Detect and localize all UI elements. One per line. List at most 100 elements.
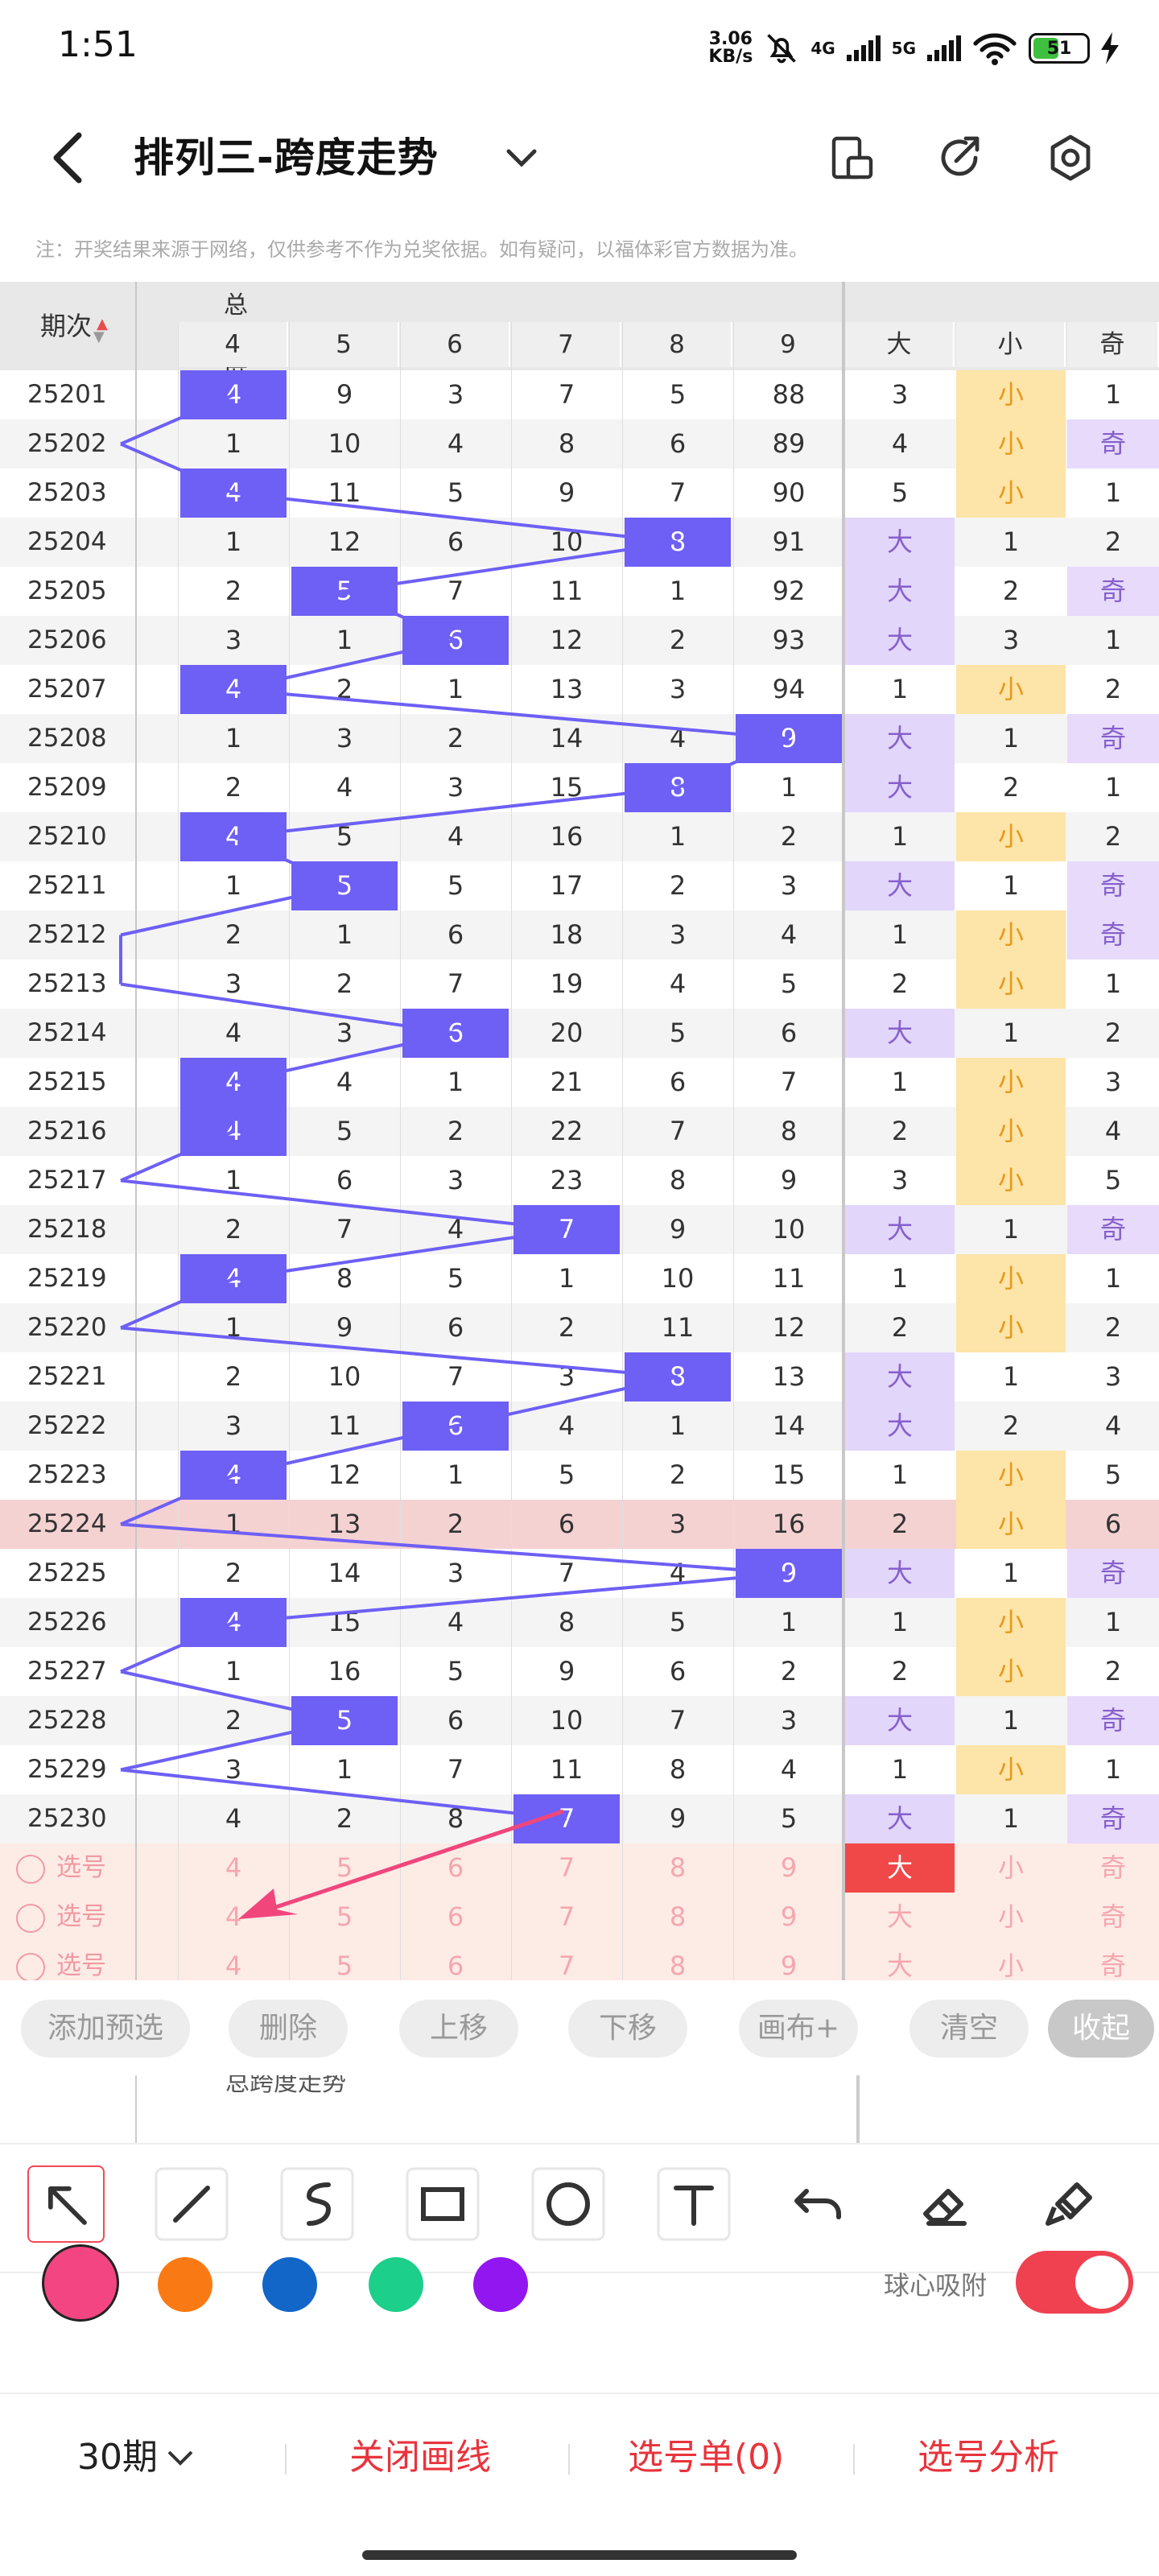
select-label[interactable]: 选号 [0,1843,135,1893]
select-cell[interactable]: 6 [447,1901,464,1932]
delete-button[interactable]: 删除 [229,2000,348,2058]
big-cell: 1 [891,1607,909,1637]
ticket-button[interactable]: 选号单(0) [628,2437,785,2478]
chevron-down-icon[interactable] [504,142,539,174]
select-cell[interactable]: 8 [669,1951,687,1980]
select-cell[interactable]: 9 [780,1901,798,1932]
color-swatch-pink[interactable] [42,2244,119,2322]
span-cell: 12 [328,1459,361,1490]
canvas-plus-button[interactable]: 画布+ [739,2000,858,2058]
trend-line [120,884,345,937]
select-odd[interactable]: 奇 [1099,1951,1126,1980]
span-cell: 7 [669,1116,687,1146]
big-cell: 1 [891,1263,909,1294]
table-row [0,861,1159,910]
text-tool[interactable] [655,2165,732,2243]
page-title[interactable]: 排列三-跨度走势 [134,134,439,181]
radio-circle-icon[interactable] [16,1952,45,1980]
move-down-button[interactable]: 下移 [568,2000,687,2058]
drawn-arrow[interactable] [238,1809,564,1919]
trend-line [120,1719,345,1772]
odd-cell: 1 [1104,1263,1122,1294]
home-indicator[interactable] [362,2550,797,2560]
small-cell: 2 [1002,1410,1020,1441]
back-arrow-icon[interactable] [43,129,92,187]
span-cell: 7 [447,576,464,606]
select-cell[interactable]: 6 [447,1852,464,1883]
line-tool[interactable] [153,2165,230,2243]
move-up-button[interactable]: 上移 [399,2000,518,2058]
select-cell[interactable]: 9 [780,1951,798,1980]
snap-toggle[interactable] [1016,2251,1133,2314]
odd-cell: 2 [1104,821,1122,852]
period-cell: 25226 [0,1598,135,1647]
select-label[interactable]: 选号 [0,1893,135,1942]
period-header[interactable]: 期次 ▲▼ [0,282,135,370]
eraser-icon[interactable] [906,2165,984,2243]
span-cell: 7 [447,1361,464,1392]
odd-cell: 奇 [1067,861,1159,910]
circle-tool[interactable] [530,2165,607,2243]
select-small[interactable]: 小 [997,1901,1024,1932]
clear-button[interactable]: 清空 [909,2000,1029,2058]
orientation-icon[interactable] [826,132,877,184]
color-swatch-purple[interactable] [473,2257,528,2312]
color-swatch-blue[interactable] [262,2257,317,2312]
period-select[interactable]: 30期 [77,2429,196,2486]
span-cell: 16 [772,1509,806,1539]
big-cell: 大 [845,1352,955,1402]
select-odd[interactable]: 奇 [1099,1901,1126,1932]
select-cell[interactable]: 7 [558,1901,575,1932]
select-odd[interactable]: 奇 [1099,1852,1126,1883]
select-cell[interactable]: 7 [558,1951,575,1980]
settings-icon[interactable] [1045,132,1096,184]
big-cell: 1 [891,674,909,704]
select-cell[interactable]: 6 [447,1951,464,1980]
analysis-button[interactable]: 选号分析 [918,2437,1059,2478]
span-cell: 17 [550,870,584,901]
radio-circle-icon[interactable] [16,1854,45,1884]
select-cell[interactable]: 8 [669,1901,687,1932]
trend-line [120,1179,567,1232]
select-cell[interactable]: 4 [225,1951,242,1980]
select-big[interactable]: 大 [886,1901,913,1932]
span-cell: 4 [447,821,464,852]
select-cell[interactable]: 7 [558,1852,575,1883]
span-cell: 1 [336,1754,353,1785]
select-cell[interactable]: 5 [336,1951,353,1980]
big-cell: 大 [845,1794,955,1843]
wifi-icon [973,33,1017,65]
select-big[interactable]: 大 [845,1843,955,1893]
select-cell[interactable]: 5 [336,1901,353,1932]
curve-tool[interactable] [278,2165,356,2243]
column-header-big: 大 [845,322,955,367]
span-cell: 94 [772,674,806,704]
select-small[interactable]: 小 [997,1951,1024,1980]
add-preselect-button[interactable]: 添加预选 [21,2000,190,2058]
radio-circle-icon[interactable] [16,1903,45,1933]
share-icon[interactable] [934,132,985,184]
span-cell: 6 [780,1018,798,1048]
clear-drawing-icon[interactable] [1032,2165,1109,2243]
collapse-button[interactable]: 收起 [1048,2000,1154,2058]
span-cell: 92 [772,576,806,606]
color-swatch-orange[interactable] [158,2257,212,2312]
arrow-tool[interactable] [27,2165,105,2243]
table-row [0,714,1159,763]
undo-icon[interactable] [781,2165,858,2243]
span-cell: 2 [225,1705,242,1736]
small-cell: 1 [1002,723,1020,753]
select-label[interactable]: 选号 [0,1942,135,1980]
span-cell: 3 [447,1165,464,1195]
select-big[interactable]: 大 [886,1951,913,1980]
close-lines-button[interactable]: 关闭画线 [349,2437,491,2478]
select-cell[interactable]: 4 [225,1852,242,1883]
column-divider [511,322,512,1980]
rectangle-tool[interactable] [404,2165,481,2243]
color-swatch-green[interactable] [369,2257,423,2312]
select-cell[interactable]: 8 [669,1852,687,1883]
select-cell[interactable]: 9 [780,1852,798,1883]
select-small[interactable]: 小 [997,1852,1024,1883]
select-cell[interactable]: 4 [225,1901,242,1932]
select-cell[interactable]: 5 [336,1852,353,1883]
